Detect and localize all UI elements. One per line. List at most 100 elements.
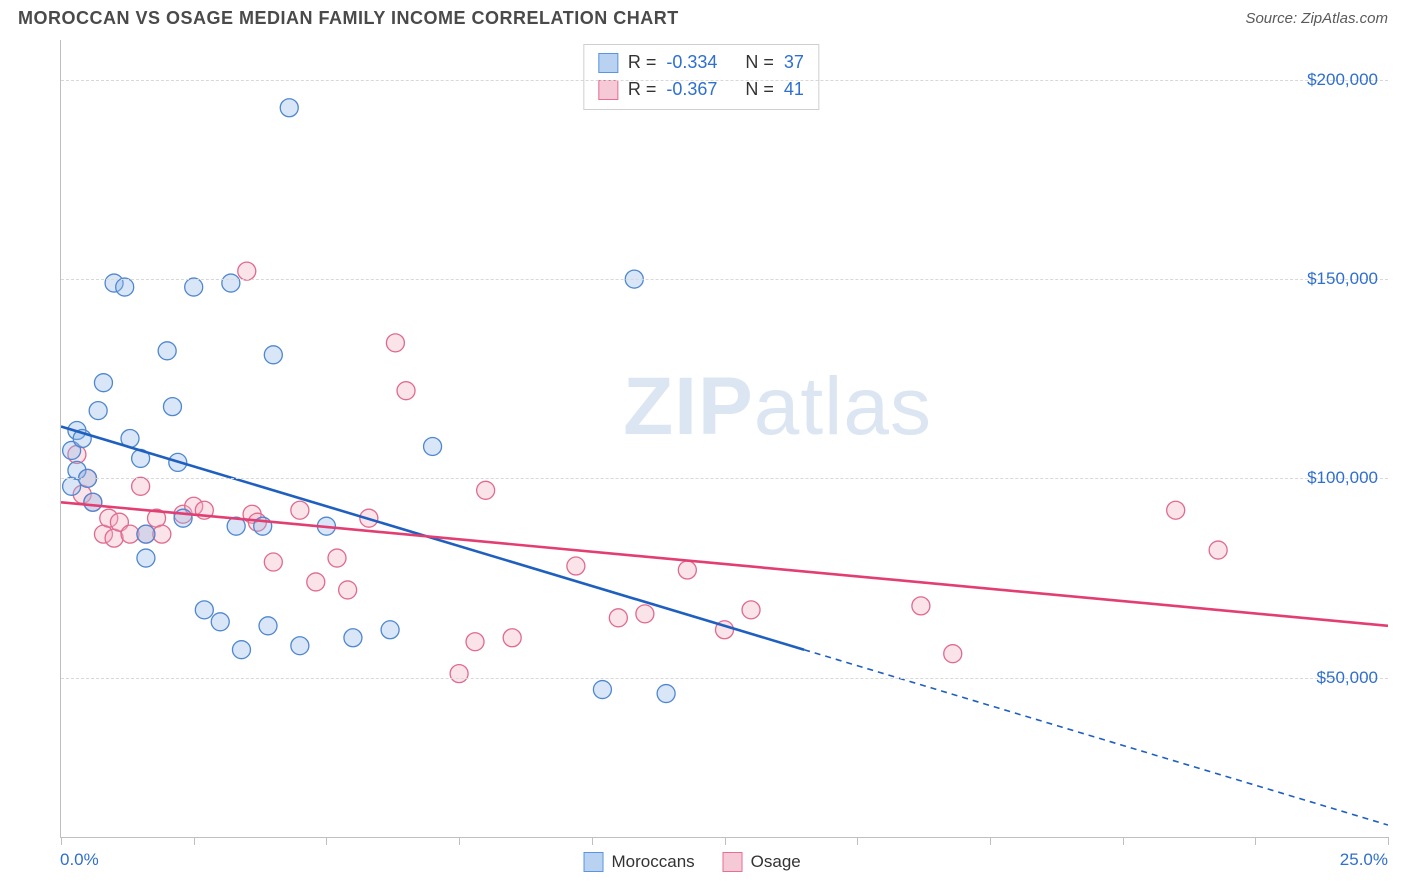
series1-swatch xyxy=(584,852,604,872)
data-point xyxy=(567,557,585,575)
series2-swatch xyxy=(723,852,743,872)
x-axis-min-label: 0.0% xyxy=(60,850,99,870)
data-point xyxy=(450,665,468,683)
data-point xyxy=(657,685,675,703)
data-point xyxy=(148,509,166,527)
data-point xyxy=(110,513,128,531)
data-point xyxy=(291,501,309,519)
data-point xyxy=(259,617,277,635)
data-point xyxy=(912,597,930,615)
y-tick-label: $200,000 xyxy=(1307,70,1378,90)
series1-swatch xyxy=(598,53,618,73)
trendline-series2 xyxy=(61,502,1388,626)
trendline-series1-dashed xyxy=(804,650,1388,825)
legend-item-series2: Osage xyxy=(723,852,801,872)
data-point xyxy=(291,637,309,655)
data-point xyxy=(360,509,378,527)
chart-svg xyxy=(61,40,1388,837)
data-point xyxy=(63,477,81,495)
data-point xyxy=(137,549,155,567)
data-point xyxy=(424,437,442,455)
data-point xyxy=(153,525,171,543)
stats-n-label: N = xyxy=(745,49,774,76)
data-point xyxy=(344,629,362,647)
data-point xyxy=(466,633,484,651)
source-attribution: Source: ZipAtlas.com xyxy=(1245,10,1388,27)
stats-n-value: 37 xyxy=(784,49,804,76)
data-point xyxy=(105,529,123,547)
data-point xyxy=(211,613,229,631)
chart-container: Median Family Income ZIPatlas R = -0.334… xyxy=(18,40,1388,880)
data-point xyxy=(63,441,81,459)
data-point xyxy=(132,449,150,467)
data-point xyxy=(232,641,250,659)
data-point xyxy=(944,645,962,663)
data-point xyxy=(503,629,521,647)
data-point xyxy=(386,334,404,352)
y-tick-label: $100,000 xyxy=(1307,468,1378,488)
y-tick-label: $150,000 xyxy=(1307,269,1378,289)
data-point xyxy=(264,553,282,571)
data-point xyxy=(678,561,696,579)
data-point xyxy=(158,342,176,360)
data-point xyxy=(89,402,107,420)
stats-row-series1: R = -0.334 N = 37 xyxy=(598,49,804,76)
data-point xyxy=(636,605,654,623)
stats-r-label: R = xyxy=(628,49,657,76)
data-point xyxy=(68,445,86,463)
data-point xyxy=(68,461,86,479)
data-point xyxy=(307,573,325,591)
legend-item-series1: Moroccans xyxy=(584,852,695,872)
data-point xyxy=(716,621,734,639)
data-point xyxy=(477,481,495,499)
data-point xyxy=(185,278,203,296)
chart-title: MOROCCAN VS OSAGE MEDIAN FAMILY INCOME C… xyxy=(18,8,679,29)
data-point xyxy=(174,509,192,527)
data-point xyxy=(185,497,203,515)
data-point xyxy=(137,525,155,543)
watermark: ZIPatlas xyxy=(623,360,932,454)
data-point xyxy=(238,262,256,280)
data-point xyxy=(84,493,102,511)
data-point xyxy=(227,517,245,535)
data-point xyxy=(254,517,272,535)
data-point xyxy=(317,517,335,535)
data-point xyxy=(137,525,155,543)
data-point xyxy=(174,505,192,523)
data-point xyxy=(397,382,415,400)
data-point xyxy=(195,501,213,519)
data-point xyxy=(84,493,102,511)
data-point xyxy=(339,581,357,599)
data-point xyxy=(100,509,118,527)
data-point xyxy=(195,601,213,619)
data-point xyxy=(742,601,760,619)
data-point xyxy=(264,346,282,364)
data-point xyxy=(381,621,399,639)
data-point xyxy=(243,505,261,523)
data-point xyxy=(1167,501,1185,519)
y-tick-label: $50,000 xyxy=(1317,668,1378,688)
trendline-series1-solid xyxy=(61,427,804,650)
bottom-legend: Moroccans Osage xyxy=(584,852,801,872)
watermark-zip: ZIP xyxy=(623,361,754,452)
data-point xyxy=(1209,541,1227,559)
data-point xyxy=(163,398,181,416)
legend-series2-label: Osage xyxy=(751,852,801,872)
plot-area: ZIPatlas R = -0.334 N = 37 R = -0.367 N … xyxy=(60,40,1388,838)
data-point xyxy=(73,485,91,503)
data-point xyxy=(94,374,112,392)
data-point xyxy=(593,681,611,699)
series2-swatch xyxy=(598,80,618,100)
data-point xyxy=(121,430,139,448)
data-point xyxy=(328,549,346,567)
data-point xyxy=(222,274,240,292)
data-point xyxy=(116,278,134,296)
stats-r-value: -0.334 xyxy=(666,49,717,76)
data-point xyxy=(94,525,112,543)
data-point xyxy=(169,453,187,471)
data-point xyxy=(132,477,150,495)
data-point xyxy=(609,609,627,627)
data-point xyxy=(121,525,139,543)
stats-legend-box: R = -0.334 N = 37 R = -0.367 N = 41 xyxy=(583,44,819,110)
data-point xyxy=(248,513,266,531)
